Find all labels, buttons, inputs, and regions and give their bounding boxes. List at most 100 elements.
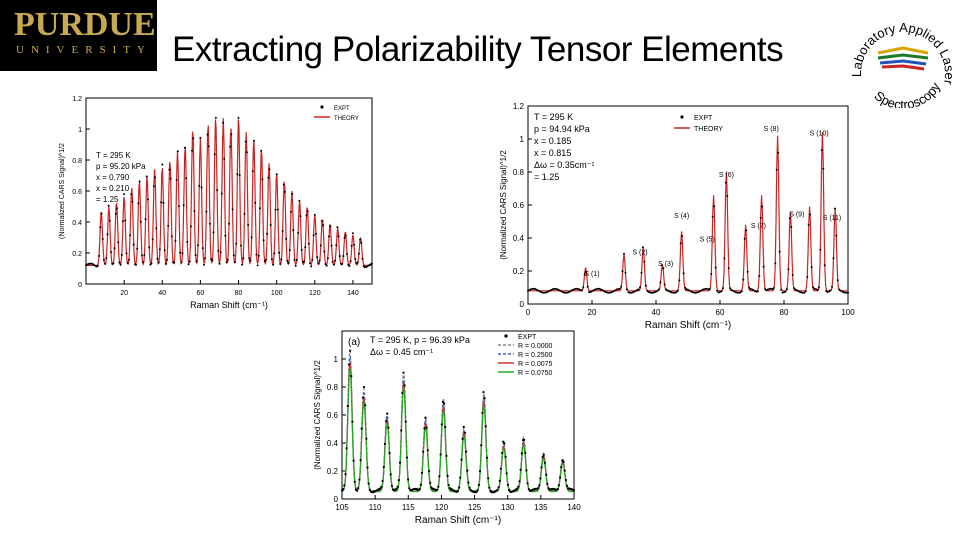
expt-point [305,214,308,217]
expt-point [96,264,99,267]
y-tick-label: 1 [78,127,82,134]
expt-point [380,485,383,488]
expt-point [767,288,769,291]
expt-point [551,288,554,291]
expt-point [647,290,650,293]
expt-point [810,266,813,269]
expt-point [698,290,701,293]
expt-point [778,250,781,253]
expt-point [356,261,359,264]
expt-point [364,404,367,407]
expt-point [653,291,656,294]
expt-point [217,249,220,252]
expt-point [801,291,804,294]
expt-point [193,210,196,212]
expt-point [825,290,828,293]
series-line-2 [341,356,574,492]
expt-point [274,208,277,211]
expt-point [591,290,593,293]
expt-point [121,220,124,223]
y-tick-label: 0.2 [72,251,82,258]
expt-point [806,275,809,278]
expt-point [205,210,208,213]
expt-point [211,259,214,262]
expt-point [496,488,499,491]
expt-point [127,258,130,261]
chart-right-rotational-cars: 0 20 40 60 80 100 0 0.2 0.4 0.6 0.8 1 1.2 Raman Shift… [499,102,855,331]
expt-point [678,279,681,282]
expt-point [641,246,644,249]
expt-point [475,490,478,493]
expt-point [679,242,682,245]
expt-point [200,186,203,189]
expt-point [344,473,347,476]
expt-point [812,286,815,289]
expt-point [618,287,621,290]
expt-point [361,396,364,399]
expt-point [687,288,689,291]
expt-point [771,288,774,290]
expt-point [199,136,202,139]
expt-point [737,291,740,294]
expt-point [390,484,393,487]
expt-point [379,487,382,490]
expt-point [582,286,585,289]
expt-point [366,466,369,469]
expt-point [99,226,102,229]
expt-point [195,260,198,263]
expt-point [222,121,224,124]
chart-left-rotational-cars: 20 40 60 80 100 120 140 0 0.2 0.4 0.6 0.8 1 1.2 Raman … [59,96,373,310]
legend-label: THEORY [694,126,723,133]
expt-point [462,425,465,429]
expt-point [401,391,404,395]
y-axis-label: (Normalized CARS Signal)^1/2 [59,143,66,239]
expt-point [249,259,252,262]
expt-point [483,397,486,400]
expt-point [187,263,190,266]
expt-point [422,450,425,453]
expt-point [726,194,729,197]
expt-point [783,291,785,294]
expt-point [238,174,241,177]
expt-point [517,485,520,488]
expt-point [230,133,233,136]
expt-point [160,201,163,204]
expt-point [286,259,289,262]
expt-point [120,254,123,256]
purdue-logo-name: PURDUE [14,6,156,43]
expt-point [156,257,159,260]
expt-point [161,163,164,166]
expt-point [207,145,210,148]
laser-beams-icon [877,46,929,71]
expt-point [282,183,285,186]
expt-point [560,466,563,469]
expt-point [342,488,345,491]
expt-point [297,231,300,234]
expt-point [609,291,612,294]
expt-point [643,260,646,263]
expt-point [198,184,201,187]
legend-label: EXPT [518,334,537,341]
expt-point [532,287,535,290]
expt-point [261,178,264,181]
expt-point [621,270,624,273]
expt-point [273,252,276,255]
y-tick-label: 0 [520,300,525,309]
svg-text:Laboratory Applied Laser: Laboratory Applied Laser [849,20,957,87]
expt-point [468,486,471,489]
expt-point [644,284,647,287]
expt-point [266,232,269,235]
peak-label: S (11) [823,215,842,222]
expt-point [438,475,441,478]
legend-label: EXPT [334,106,350,112]
expt-point [774,262,777,265]
y-tick-label: 0.6 [72,189,82,196]
expt-point [540,466,543,469]
expt-point [357,252,360,255]
expt-point [287,262,290,264]
expt-point [117,241,120,244]
expt-point [596,287,599,290]
expt-point [234,261,236,264]
expt-point [213,153,216,156]
expt-point [559,476,562,479]
